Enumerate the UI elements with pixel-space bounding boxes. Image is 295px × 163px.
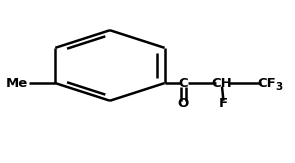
Text: Me: Me bbox=[6, 77, 28, 90]
Text: CF: CF bbox=[257, 77, 276, 90]
Text: F: F bbox=[219, 97, 228, 110]
Text: O: O bbox=[178, 97, 189, 110]
Text: CH: CH bbox=[212, 77, 232, 90]
Text: C: C bbox=[178, 77, 188, 90]
Text: 3: 3 bbox=[275, 82, 282, 92]
